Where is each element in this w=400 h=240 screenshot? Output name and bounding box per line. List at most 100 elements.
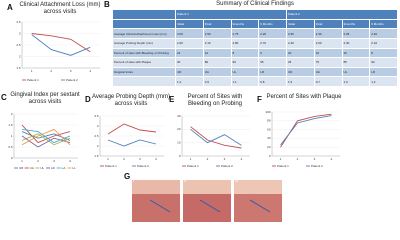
photo-label: ii [184,178,186,183]
photo-teeth [132,180,180,194]
summary-table: Patient 1 Patient 2 Initial Final 3months 6 M… [112,9,398,87]
series-line [190,128,242,146]
x-tick-label: 1 [21,159,23,163]
y-tick-label: 2 [19,54,21,58]
table-cell: 2.10 [369,37,398,49]
photo-label: iii [235,178,238,183]
table-cell: Final [202,18,232,30]
table-cell: 2.30 [286,37,315,49]
x-tick-label: 3 [314,157,316,161]
table-cell: 20 [175,57,204,68]
legend-label: LA [62,166,66,170]
table-cell: 85 [341,57,371,68]
y-tick-label: 0.5 [8,145,13,149]
x-tick-label: 1 [280,157,282,161]
table-cell: 3months [230,18,260,30]
x-tick-label: 2 [207,157,209,161]
table-cell: 8 [369,47,398,59]
y-tick-label: 20 [267,145,271,149]
legend-label: Patient 1 [277,164,289,168]
x-tick-label: 4 [241,157,243,161]
y-tick-label: 2 [97,144,99,148]
table-cell: UL [230,66,260,78]
y-tick-label: 3 [97,124,99,128]
y-tick-label: 3.5 [94,114,99,118]
legend-label: Patient 1 [187,164,199,168]
y-tick-label: 0 [179,154,181,158]
table-cell: 8 [230,47,260,59]
table-cell [112,18,176,30]
table-cell: 2.30 [313,28,343,39]
chart-title: Percent of Sites with Plaque [266,94,342,100]
table-cell: 2.95 [286,28,315,39]
panel-label: F [257,95,262,104]
table-cell: Patient 1 [175,9,287,20]
table-cell: 1.2 [175,76,204,87]
photo-teeth [183,180,231,194]
table-cell: 6 Months [258,18,287,30]
y-tick-label: 100 [265,110,270,114]
table-cell: Average Clinical Attachment Loss (mm) [112,28,176,39]
legend-label: LR [51,166,56,170]
y-tick-label: 2 [11,112,13,116]
y-tick-label: 80 [267,119,271,123]
table-cell: 2.00 [313,37,343,49]
table-cell: LR [258,66,287,78]
table-cell: 0.7 [313,76,343,87]
y-tick-label: 1.5 [16,66,21,70]
table-cell: 2.75 [230,28,260,39]
y-tick-label: 1 [11,134,13,138]
legend-label: Patient 2 [311,164,323,168]
probe [249,199,271,213]
probe [199,199,221,213]
table-cell: 20 [286,47,315,59]
panel-label: D [85,95,91,104]
table-cell: 12 [202,47,232,59]
y-tick-label: 0 [269,154,271,158]
table-cell: UR [286,66,315,78]
table-cell: Gingival Index [112,66,176,78]
table-cell: 92 [369,57,398,68]
table-cell: 0.9 [202,76,232,87]
y-tick-label: 30 [177,114,181,118]
table-cell: 2.70 [258,37,287,49]
y-tick-label: 40 [267,136,271,140]
table-cell: UL [341,66,371,78]
table-cell: Average Probing Depth (mm) [112,37,176,49]
x-tick-label: 2 [297,157,299,161]
series-line [280,113,332,148]
series-line [31,34,91,56]
table-cell: 3months [341,18,371,30]
table-cell: 2.20 [258,28,287,39]
x-tick-label: 3 [53,159,55,163]
table-cell: UA [202,66,232,78]
y-tick-label: 1.5 [8,123,13,127]
table-cell: 90 [230,57,260,68]
series-line [21,133,71,146]
table-cell: 2.30 [341,37,371,49]
series-line [21,124,71,144]
y-tick-label: 3.5 [16,20,21,24]
table-cell [112,9,176,20]
legend-label: UR [19,166,24,170]
series-line [31,33,91,53]
panel-label: E [169,95,175,104]
legend-label: UA [30,166,34,170]
x-tick-label: 1 [107,157,109,161]
x-tick-label: 2 [50,69,52,73]
table-cell: 2.05 [341,28,371,39]
table-cell: UR [175,66,204,78]
table-cell: Percent of sites with Plaque [112,57,176,68]
chart-title: Average Probing Depth (mm) across visits [92,94,170,107]
table-cell: 0.8 [258,76,287,87]
x-tick-label: 1 [190,157,192,161]
x-tick-label: 4 [155,157,157,161]
table-cell: 1.5 [286,76,315,87]
figure: 1.5 2 2.5 3 3.5 1 2 3 4 Patient 1 Patient 2 0 0.5 1 1.… [0,0,400,224]
y-tick-label: 3 [19,31,21,35]
table-cell: 75 [313,57,343,68]
x-tick-label: 3 [224,157,226,161]
table-cell: 2.40 [369,28,398,39]
table-cell: 1.2 [369,76,398,87]
legend-label: Patient 1 [27,78,39,82]
